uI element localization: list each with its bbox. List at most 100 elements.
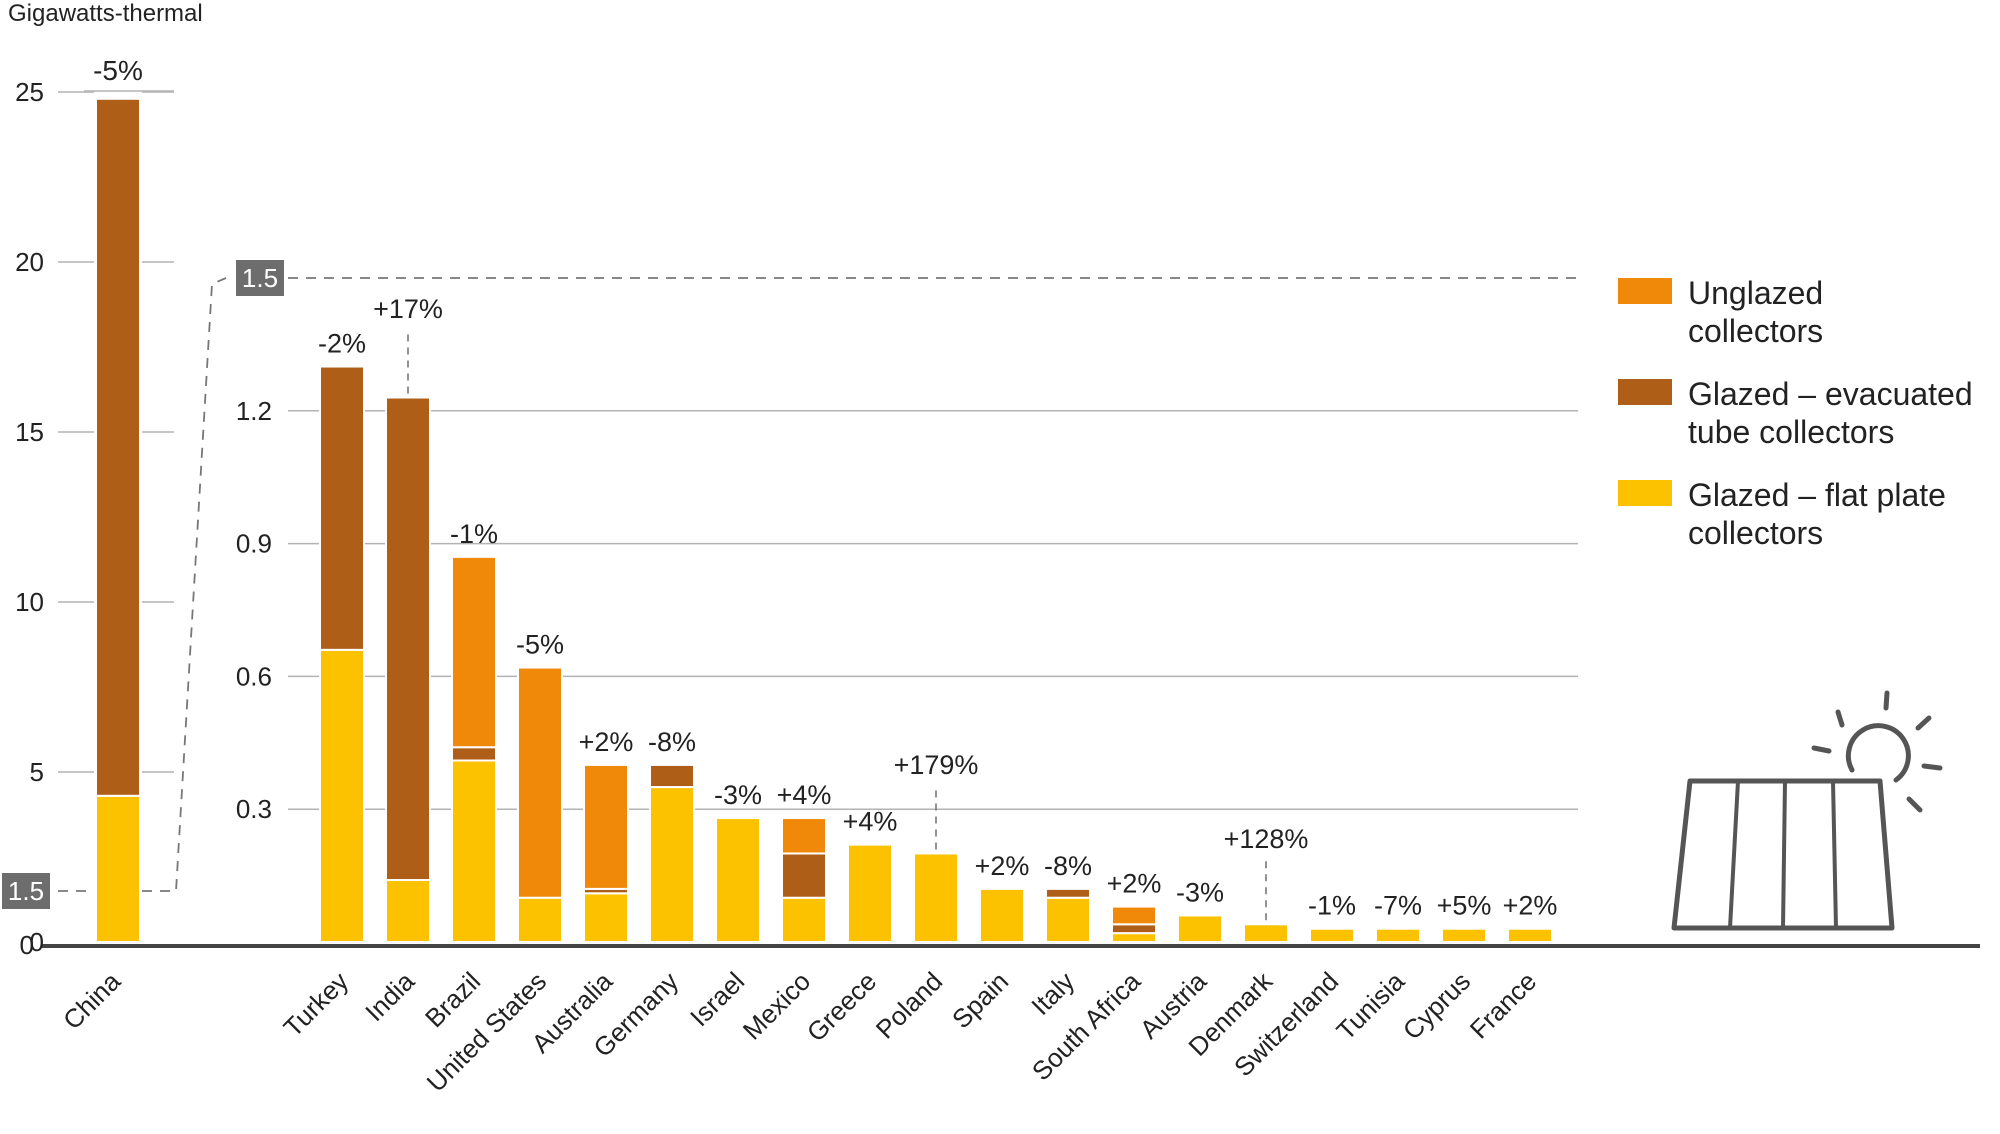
solar-panel-divider-1 bbox=[1728, 780, 1740, 929]
change-label-south-africa: +2% bbox=[1107, 869, 1162, 899]
bar-australia-flat_plate bbox=[583, 892, 629, 943]
change-label-cyprus: +5% bbox=[1437, 891, 1492, 921]
bar-switzerland-flat_plate bbox=[1309, 927, 1355, 943]
change-label-germany: -8% bbox=[648, 727, 696, 757]
legend-label-unglazed-1: Unglazed bbox=[1688, 275, 1823, 311]
category-label-cyprus: Cyprus bbox=[1397, 966, 1476, 1045]
y-tick-left-20: 20 bbox=[15, 247, 44, 277]
category-label-spain: Spain bbox=[946, 966, 1014, 1034]
solar-panel-sun-icon bbox=[1671, 690, 1943, 931]
y-tick-right-0-3: 0.3 bbox=[236, 794, 272, 824]
bar-italy-flat_plate bbox=[1045, 896, 1091, 944]
solar-panel-divider-3 bbox=[1831, 780, 1838, 929]
category-label-india: India bbox=[359, 966, 420, 1027]
bar-united-states-flat_plate bbox=[517, 896, 563, 944]
y-tick-left-15: 15 bbox=[15, 417, 44, 447]
category-label-china: China bbox=[57, 966, 127, 1036]
y-tick-zero: 0 bbox=[20, 930, 34, 960]
bar-germany-flat_plate bbox=[649, 786, 695, 943]
bar-france-flat_plate bbox=[1507, 927, 1553, 943]
change-label-brazil: -1% bbox=[450, 519, 498, 549]
bar-brazil-unglazed bbox=[451, 555, 497, 749]
y-tick-labels: 0 5 10 15 20 25 0.3 0.6 0.9 1.2 0 bbox=[15, 77, 272, 960]
bar-mexico-flat_plate bbox=[781, 896, 827, 944]
change-label-greece: +4% bbox=[843, 807, 898, 837]
bar-germany-evacuated bbox=[649, 763, 695, 789]
bar-united-states-unglazed bbox=[517, 666, 563, 899]
bar-denmark-flat_plate bbox=[1243, 923, 1289, 944]
legend-swatch-flat_plate bbox=[1618, 480, 1672, 506]
change-label-denmark: +128% bbox=[1224, 824, 1309, 854]
change-label-tunisia: -7% bbox=[1374, 891, 1422, 921]
y-tick-left-10: 10 bbox=[15, 587, 44, 617]
category-label-france: France bbox=[1464, 966, 1542, 1044]
right-max-badge-bg bbox=[236, 260, 284, 296]
scale-badges: 1.5 1.5 bbox=[2, 260, 284, 909]
legend-swatch-evacuated bbox=[1618, 379, 1672, 405]
change-label-turkey: -2% bbox=[318, 329, 366, 359]
bar-israel-flat_plate bbox=[715, 817, 761, 944]
bar-china-flat_plate bbox=[95, 794, 141, 943]
change-label-india: +17% bbox=[373, 294, 443, 324]
change-label-united-states: -5% bbox=[516, 630, 564, 660]
solar-panel-outline bbox=[1671, 778, 1895, 931]
sun-ray-6 bbox=[1811, 745, 1832, 754]
y-tick-right-0-6: 0.6 bbox=[236, 661, 272, 691]
y-tick-left-25: 25 bbox=[15, 77, 44, 107]
y-axis-title: Gigawatts-thermal bbox=[8, 0, 203, 27]
change-labels: -5%-2%+17%-1%-5%+2% -8%-3% +4%+4%+179%+2% -… bbox=[93, 55, 1557, 921]
category-label-poland: Poland bbox=[870, 966, 948, 1044]
y-tick-left-0: 0 bbox=[30, 927, 44, 957]
scale-connector-line bbox=[142, 277, 227, 892]
bar-turkey-evacuated bbox=[319, 365, 365, 651]
china-threshold-badge: 1.5 bbox=[8, 876, 44, 906]
category-label-turkey: Turkey bbox=[278, 966, 355, 1043]
bar-south-africa-unglazed bbox=[1111, 905, 1157, 926]
legend-label-evacuated-1: Glazed – evacuated bbox=[1688, 376, 1973, 412]
change-label-mexico: +4% bbox=[777, 780, 832, 810]
solar-panel-divider-2 bbox=[1781, 780, 1787, 929]
bar-tunisia-flat_plate bbox=[1375, 927, 1421, 943]
change-label-italy: -8% bbox=[1044, 851, 1092, 881]
bar-south-africa-flat_plate bbox=[1111, 932, 1157, 944]
change-label-switzerland: -1% bbox=[1308, 891, 1356, 921]
bar-brazil-flat_plate bbox=[451, 759, 497, 943]
category-label-greece: Greece bbox=[801, 966, 883, 1048]
sun-ray-2 bbox=[1883, 690, 1890, 711]
sun-arc bbox=[1845, 723, 1911, 783]
legend-label-flat_plate-2: collectors bbox=[1688, 515, 1823, 551]
bar-brazil-evacuated bbox=[451, 746, 497, 762]
china-grid bbox=[58, 90, 174, 773]
change-label-israel: -3% bbox=[714, 780, 762, 810]
category-label-mexico: Mexico bbox=[737, 966, 816, 1045]
china-threshold-badge-bg bbox=[2, 873, 50, 909]
bar-spain-flat_plate bbox=[979, 887, 1025, 944]
bar-mexico-evacuated bbox=[781, 852, 827, 899]
change-label-spain: +2% bbox=[975, 851, 1030, 881]
bar-australia-unglazed bbox=[583, 763, 629, 890]
change-label-australia: +2% bbox=[579, 727, 634, 757]
bar-mexico-unglazed bbox=[781, 817, 827, 855]
category-label-tunisia: Tunisia bbox=[1330, 966, 1410, 1046]
sun-ray-4 bbox=[1921, 763, 1943, 771]
category-label-italy: Italy bbox=[1025, 966, 1080, 1021]
bar-poland-flat_plate bbox=[913, 852, 959, 944]
legend-label-flat_plate-1: Glazed – flat plate bbox=[1688, 477, 1946, 513]
bar-south-africa-evacuated bbox=[1111, 923, 1157, 935]
scale-connector bbox=[58, 277, 1580, 921]
legend-swatch-unglazed bbox=[1618, 278, 1672, 304]
sun-ray-3 bbox=[1915, 715, 1932, 731]
change-label-france: +2% bbox=[1503, 891, 1558, 921]
bar-turkey-flat_plate bbox=[319, 648, 365, 944]
bars bbox=[95, 97, 1553, 944]
sun-ray-1 bbox=[1835, 709, 1845, 728]
legend-label-unglazed-2: collectors bbox=[1688, 313, 1823, 349]
y-tick-left-5: 5 bbox=[30, 757, 44, 787]
bar-india-flat_plate bbox=[385, 879, 431, 944]
sun-ray-5 bbox=[1906, 796, 1923, 813]
bar-india-evacuated bbox=[385, 396, 431, 882]
right-max-badge: 1.5 bbox=[242, 263, 278, 293]
